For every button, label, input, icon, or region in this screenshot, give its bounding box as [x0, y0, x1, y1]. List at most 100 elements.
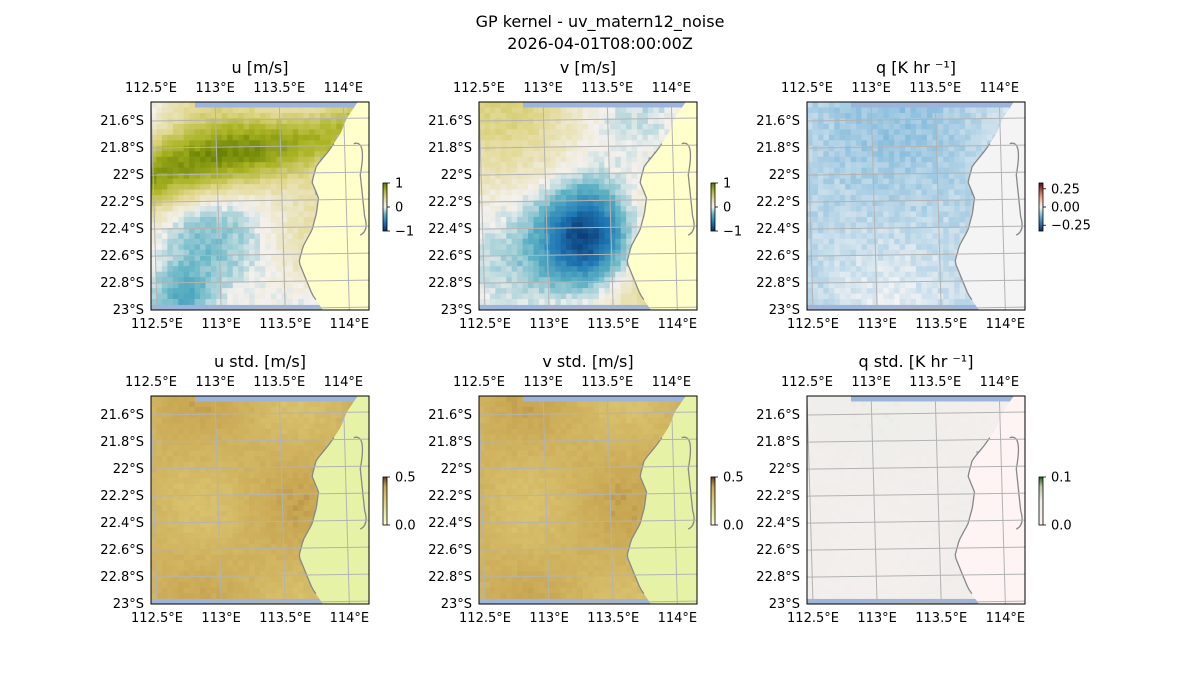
heatmap-cell — [631, 129, 638, 136]
heatmap-cell — [216, 167, 223, 174]
heatmap-cell — [221, 401, 228, 408]
heatmap-cell — [615, 222, 622, 229]
heatmap-cell — [151, 288, 157, 294]
colorbar-gradient — [382, 476, 388, 526]
heatmap-cell — [281, 244, 288, 251]
heatmap-cell — [183, 162, 190, 169]
heatmap-cell — [260, 527, 266, 534]
heatmap-cell — [254, 222, 261, 229]
heatmap-cell — [937, 140, 944, 147]
heatmap-cell — [549, 112, 556, 119]
heatmap-cell — [560, 189, 567, 196]
heatmap-cell — [544, 271, 551, 278]
heatmap-cell — [517, 206, 523, 212]
heatmap-cell — [500, 145, 507, 152]
heatmap-cell — [205, 244, 212, 251]
heatmap-cell — [511, 107, 518, 114]
heatmap-cell — [167, 156, 174, 163]
heatmap-cell — [604, 178, 611, 185]
y-tick-label: 22.8°S — [428, 276, 472, 291]
heatmap-cell — [221, 129, 228, 136]
heatmap-cell — [948, 123, 955, 130]
heatmap-cell — [817, 140, 824, 147]
heatmap-cell — [161, 266, 168, 273]
heatmap-cell — [926, 184, 933, 190]
heatmap-cell — [932, 189, 939, 196]
heatmap-cell — [549, 293, 556, 300]
heatmap-cell — [330, 118, 337, 125]
heatmap-cell — [856, 255, 862, 262]
heatmap-cell — [298, 118, 304, 125]
heatmap-cell — [533, 227, 540, 234]
heatmap-cell — [194, 134, 201, 141]
heatmap-cell — [905, 151, 911, 158]
heatmap-cell — [921, 140, 928, 147]
heatmap-cell — [151, 129, 157, 136]
heatmap-cell — [943, 288, 950, 294]
heatmap-cell — [528, 167, 534, 174]
heatmap-cell — [544, 216, 551, 223]
heatmap-cell — [243, 554, 250, 561]
heatmap-cell — [232, 516, 239, 523]
heatmap-cell — [303, 494, 310, 501]
heatmap-cell — [265, 233, 272, 240]
heatmap-cell — [178, 288, 185, 294]
heatmap-cell — [828, 112, 835, 119]
heatmap-cell — [489, 396, 496, 402]
heatmap-cell — [943, 140, 950, 147]
heatmap-cell — [834, 299, 841, 305]
heatmap-cell — [511, 195, 518, 201]
heatmap-cell — [167, 118, 174, 125]
heatmap-cell — [221, 439, 228, 446]
heatmap-cell — [221, 200, 228, 207]
map-area — [151, 396, 369, 604]
heatmap-cell — [817, 112, 824, 119]
heatmap-cell — [287, 233, 294, 240]
heatmap-cell — [287, 538, 294, 545]
heatmap-cell — [866, 216, 873, 223]
heatmap-cell — [178, 167, 185, 174]
heatmap-cell — [828, 299, 835, 305]
heatmap-cell — [265, 277, 272, 284]
heatmap-cell — [872, 288, 879, 294]
heatmap-cell — [582, 412, 589, 419]
heatmap-cell — [905, 249, 911, 256]
heatmap-cell — [276, 216, 283, 223]
heatmap-cell — [298, 439, 304, 446]
heatmap-cell — [178, 571, 185, 578]
heatmap-cell — [489, 271, 496, 278]
heatmap-cell — [899, 107, 906, 114]
heatmap-cell — [151, 571, 157, 578]
heatmap-cell — [834, 173, 841, 180]
heatmap-cell — [178, 206, 185, 212]
heatmap-cell — [167, 260, 174, 267]
heatmap-cell — [281, 489, 288, 495]
heatmap-cell — [943, 216, 950, 223]
heatmap-cell — [631, 439, 638, 446]
heatmap-cell — [216, 500, 223, 506]
heatmap-cell — [834, 140, 841, 147]
heatmap-cell — [265, 505, 272, 512]
heatmap-cell — [888, 107, 895, 114]
heatmap-cell — [577, 189, 583, 196]
heatmap-cell — [926, 288, 933, 294]
heatmap-cell — [517, 299, 523, 305]
heatmap-cell — [817, 282, 824, 289]
heatmap-cell — [517, 434, 523, 441]
heatmap-cell — [598, 434, 605, 441]
heatmap-cell — [631, 140, 638, 147]
heatmap-cell — [292, 582, 299, 588]
heatmap-cell — [243, 299, 250, 305]
heatmap-cell — [926, 178, 933, 185]
heatmap-cell — [883, 167, 890, 174]
heatmap-cell — [254, 521, 261, 528]
heatmap-cell — [823, 195, 830, 201]
heatmap-cell — [500, 216, 507, 223]
heatmap-cell — [200, 145, 206, 152]
heatmap-cell — [916, 282, 922, 289]
heatmap-cell — [254, 227, 261, 234]
heatmap-cell — [511, 417, 518, 424]
heatmap-cell — [549, 428, 556, 435]
heatmap-cell — [549, 129, 556, 136]
heatmap-cell — [227, 282, 234, 289]
